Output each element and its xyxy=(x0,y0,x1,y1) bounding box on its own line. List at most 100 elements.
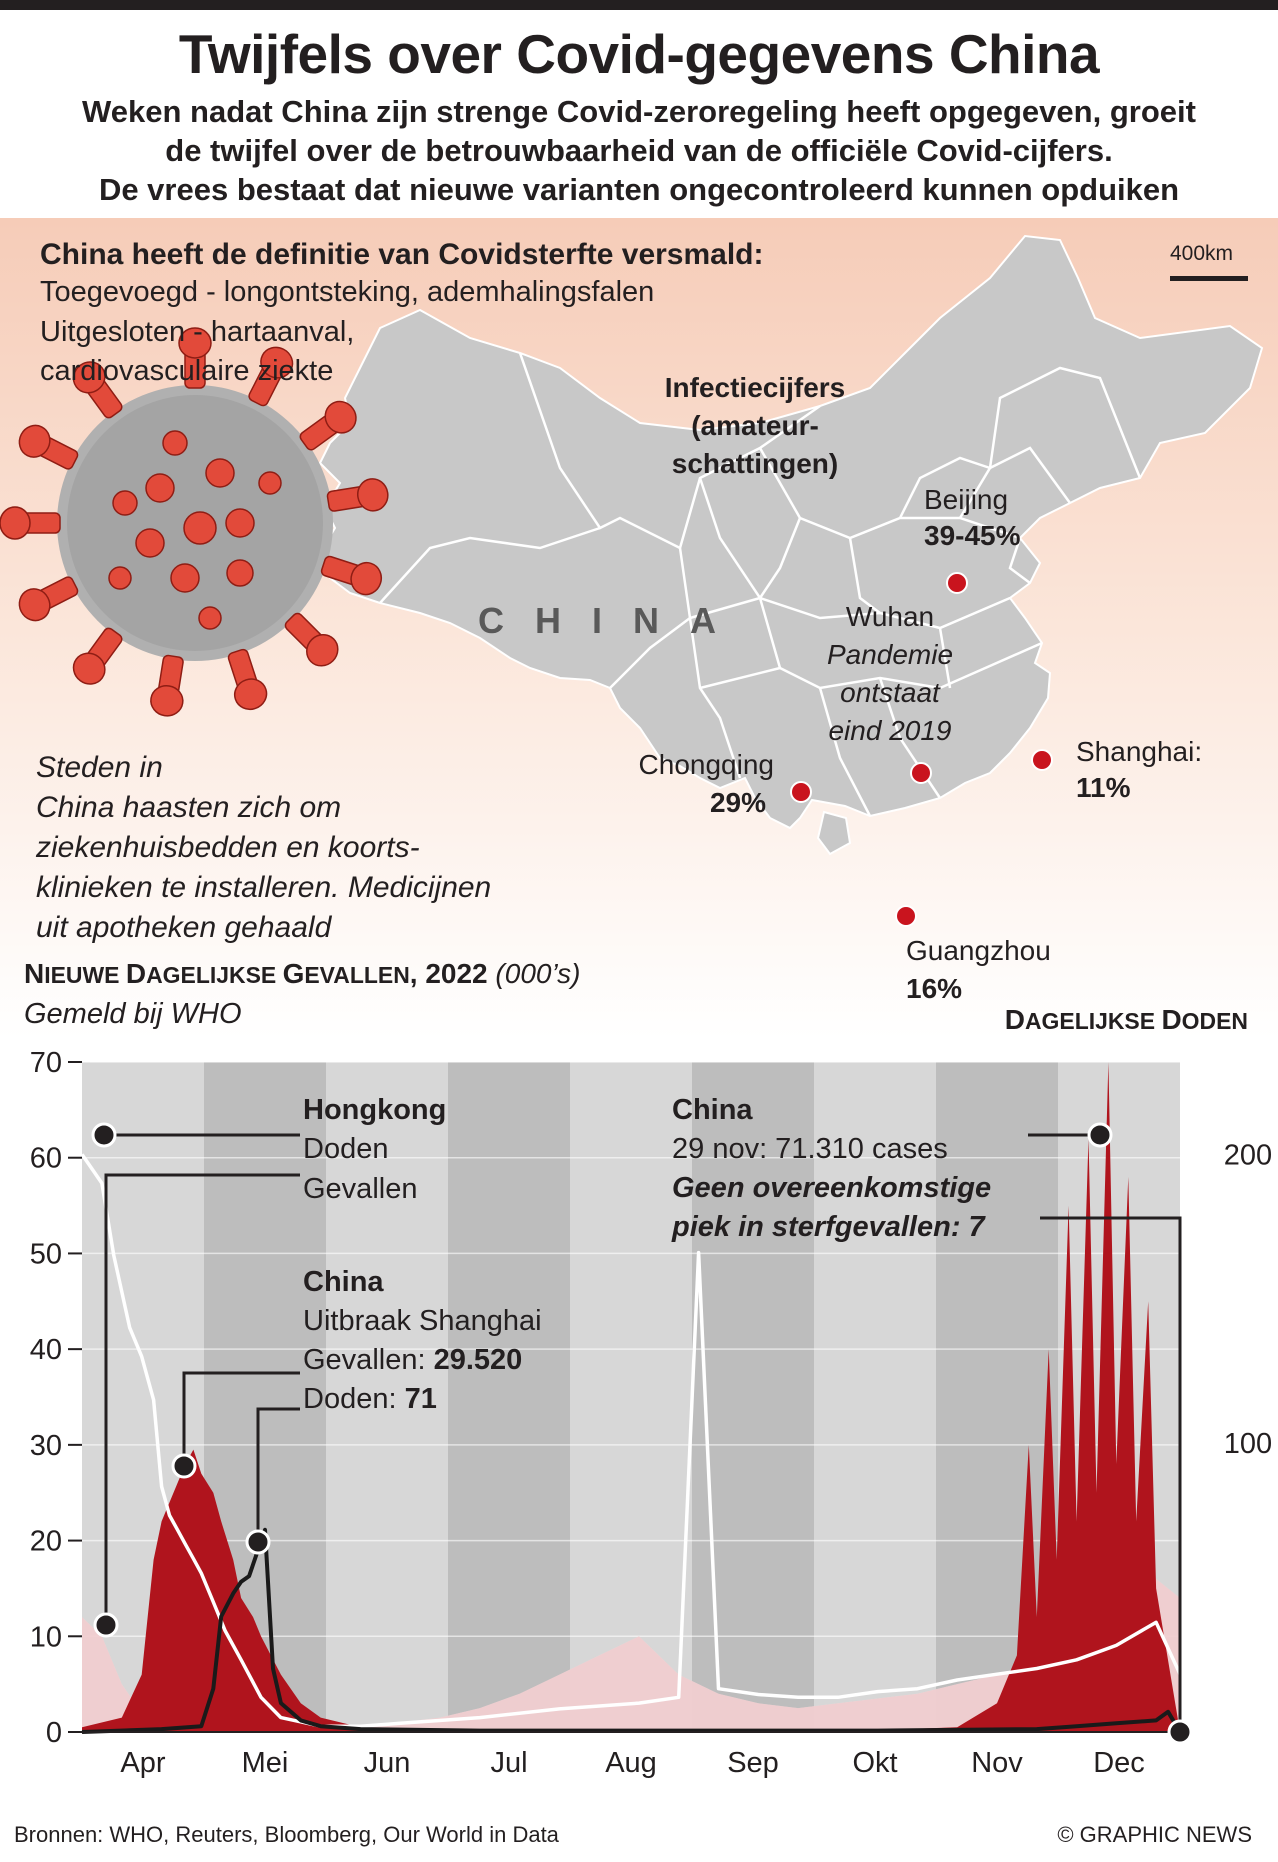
china-heading: China xyxy=(303,1266,384,1298)
y-tick-label: 20 xyxy=(30,1526,62,1558)
month-band xyxy=(570,1062,692,1732)
beijing-dot xyxy=(946,572,968,594)
deaths-value: 71 xyxy=(405,1383,437,1415)
city-dots xyxy=(790,572,1053,927)
x-tick-label: Nov xyxy=(971,1747,1023,1779)
subtitle-line: de twijfel over de betrouwbaarheid van d… xyxy=(165,133,1113,168)
month-band xyxy=(448,1062,570,1732)
definition-line: cardiovasculaire ziekte xyxy=(40,355,334,387)
hainan-island xyxy=(816,810,852,856)
title-cap: N xyxy=(24,958,45,989)
china-land xyxy=(318,234,1264,856)
cases-deaths-chart: 0 10 20 30 40 50 60 70 100 200 Apr Mei Jun Jul Aug Se… xyxy=(30,1047,1272,1779)
y-tick-label: 70 xyxy=(30,1047,62,1079)
china-gevallen-area xyxy=(82,1062,1180,1732)
deaths-axis-title: DAGELIJKSE DODEN xyxy=(1005,1004,1248,1036)
infection-heading-line: (amateur- xyxy=(691,410,819,441)
city-label-chongqing: Chongqing 29% xyxy=(612,746,774,822)
china-nov-deaths-leader xyxy=(1040,1216,1182,1732)
x-tick-label: Dec xyxy=(1093,1747,1145,1779)
note-line: China haasten zich om xyxy=(36,791,342,824)
china-nov-marker xyxy=(1087,1122,1113,1148)
shanghai-dot xyxy=(1031,749,1053,771)
month-band xyxy=(692,1062,814,1732)
title-smallcaps: ODEN xyxy=(1181,1008,1248,1034)
top-rule xyxy=(0,0,1278,10)
city-name: Wuhan xyxy=(845,601,935,632)
definition-heading: China heeft de definitie van Covidsterft… xyxy=(40,238,764,271)
title-unit: (000’s) xyxy=(495,958,581,989)
hongkong-doden-line xyxy=(80,1153,1182,1728)
title-year: , 2022 xyxy=(409,958,488,989)
city-label-wuhan: Wuhan Pandemie ontstaat eind 2019 xyxy=(800,598,980,750)
y-tick-label: 10 xyxy=(30,1621,62,1653)
wuhan-dot xyxy=(910,762,932,784)
month-band xyxy=(814,1062,936,1732)
china-cases-annotation: Gevallen: 29.520 xyxy=(303,1344,522,1376)
infection-heading-line: schattingen) xyxy=(671,448,839,479)
scale-label: 400km xyxy=(1170,242,1234,265)
subtitle-line: Weken nadat China zijn strenge Covid-zer… xyxy=(82,94,1196,129)
city-name: Beijing xyxy=(924,484,1009,515)
annotation-text: Hongkong Doden Gevallen China Uitbraak S… xyxy=(303,1094,991,1415)
right-axis-ticks: 100 200 xyxy=(1224,1139,1272,1460)
x-tick-label: Mei xyxy=(242,1747,289,1779)
city-value: 29% xyxy=(709,787,766,818)
y-tick-label: 30 xyxy=(30,1430,62,1462)
guangzhou-dot xyxy=(895,905,917,927)
note-line: klinieken te installeren. Medicijnen xyxy=(36,871,492,904)
city-value: 39-45% xyxy=(924,520,1021,551)
month-band xyxy=(326,1062,448,1732)
city-name: Guangzhou xyxy=(906,935,1051,966)
hk-cases-leader xyxy=(104,1173,300,1625)
page-subtitle: Weken nadat China zijn strenge Covid-zer… xyxy=(20,92,1258,209)
china-event: Uitbraak Shanghai xyxy=(303,1305,542,1337)
y-tick-label: 60 xyxy=(30,1143,62,1175)
x-tick-label: Apr xyxy=(120,1747,165,1779)
x-tick-label: Okt xyxy=(852,1747,897,1779)
title-smallcaps: AGELIJKSE xyxy=(146,962,283,988)
hk-deaths-marker xyxy=(91,1122,117,1148)
china-nov-cases: 29 nov: 71.310 cases xyxy=(672,1133,948,1165)
city-value: 11% xyxy=(1076,772,1131,803)
city-note: eind 2019 xyxy=(828,715,952,746)
china-cases-marker xyxy=(171,1453,197,1479)
title-cap: G xyxy=(282,958,305,989)
title-cap: D xyxy=(1004,1004,1025,1035)
infection-heading-line: Infectiecijfers xyxy=(664,372,846,403)
china-map xyxy=(0,234,1264,927)
china-nov-deaths-marker xyxy=(1167,1719,1193,1745)
x-tick-label: Jul xyxy=(490,1747,527,1779)
city-name: Shanghai: xyxy=(1076,736,1203,767)
hk-heading: Hongkong xyxy=(303,1094,446,1126)
cases-label: Gevallen: xyxy=(303,1344,434,1376)
hk-cases-marker xyxy=(93,1612,119,1638)
title-cap: D xyxy=(1161,1004,1182,1035)
city-note: ontstaat xyxy=(840,677,940,708)
hospital-note: Steden in China haasten zich om ziekenhu… xyxy=(36,748,596,948)
cases-value: 29.520 xyxy=(434,1344,523,1376)
china-nov-emphasis: piek in sterfgevallen: 7 xyxy=(671,1211,987,1243)
y-tick-label: 50 xyxy=(30,1238,62,1270)
city-label-beijing: Beijing 39-45% xyxy=(924,482,1021,554)
infection-heading: Infectiecijfers (amateur- schattingen) xyxy=(620,369,890,483)
deaths-label: Doden: xyxy=(303,1383,405,1415)
virus-illustration xyxy=(0,327,389,717)
title-cap: D xyxy=(125,958,147,989)
city-label-shanghai: Shanghai: 11% xyxy=(1076,734,1202,806)
x-tick-label: Jun xyxy=(364,1747,411,1779)
chongqing-dot xyxy=(790,781,812,803)
definition-line: Toegevoegd - longontsteking, ademhalings… xyxy=(40,276,655,308)
note-line: uit apotheken gehaald xyxy=(36,911,332,944)
y-tick-label: 40 xyxy=(30,1334,62,1366)
country-label: CHINA xyxy=(478,600,747,641)
title-smallcaps: EVALLEN xyxy=(304,962,410,988)
publisher-credit: © GRAPHIC NEWS xyxy=(1057,1822,1252,1847)
scale-bar xyxy=(1170,276,1248,281)
hk-deaths-label: Doden xyxy=(303,1133,388,1165)
china-cases-leader xyxy=(182,1371,300,1466)
y-right-tick-label: 100 xyxy=(1224,1428,1272,1460)
source-credit: Bronnen: WHO, Reuters, Bloomberg, Our Wo… xyxy=(14,1822,559,1847)
china-nov-heading: China xyxy=(672,1094,753,1126)
title-smallcaps: IEUWE xyxy=(44,962,126,988)
